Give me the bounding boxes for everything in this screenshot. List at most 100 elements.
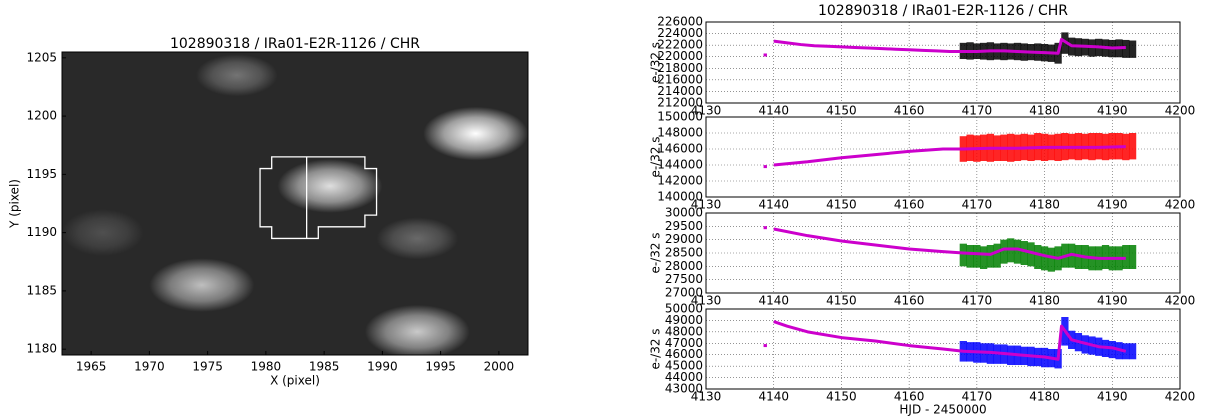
- binned-curve: [773, 227, 1126, 260]
- chart-title: 102890318 / IRa01-E2R-1126 / CHR: [170, 36, 420, 52]
- x-tick-label: 4130: [691, 198, 722, 212]
- x-tick-label: 4180: [1029, 198, 1060, 212]
- x-tick-label: 4160: [894, 294, 925, 308]
- y-tick-label: 28000: [665, 259, 703, 273]
- y-tick-label: 27000: [665, 286, 703, 300]
- x-tick-label: 4130: [691, 294, 722, 308]
- x-tick-label: 1975: [192, 360, 223, 374]
- x-tick-label: 4180: [1029, 294, 1060, 308]
- x-tick-label: 4150: [826, 294, 857, 308]
- star-source: [423, 106, 528, 161]
- y-tick-label: 30000: [665, 206, 703, 220]
- y-tick-label: 29000: [665, 232, 703, 246]
- x-tick-label: 4170: [962, 294, 993, 308]
- y-tick-label: 224000: [657, 26, 703, 40]
- x-tick-label: 4150: [826, 390, 857, 404]
- x-tick-label: 4140: [758, 198, 789, 212]
- axes-frame: [705, 116, 1181, 198]
- binned-curve: [773, 37, 1126, 55]
- aperture-mask: [259, 156, 378, 240]
- axes-frame: [705, 212, 1181, 294]
- x-tick-label: 4190: [1097, 104, 1128, 118]
- x-tick-label: 4140: [758, 104, 789, 118]
- y-tick-label: 214000: [657, 84, 703, 98]
- axes-background: [706, 22, 1180, 103]
- x-axis-label: X (pixel): [270, 374, 320, 388]
- x-tick-label: 4180: [1029, 104, 1060, 118]
- x-tick-label: 4200: [1165, 294, 1196, 308]
- binned-curve: [773, 145, 1126, 167]
- x-tick-label: 4150: [826, 104, 857, 118]
- y-tick-label: 1200: [26, 109, 57, 123]
- axes-frame: [705, 308, 1181, 390]
- y-tick-label: 1205: [26, 50, 57, 64]
- x-tick-label: 4130: [691, 104, 722, 118]
- x-tick-label: 4160: [894, 198, 925, 212]
- x-tick-label: 4160: [894, 104, 925, 118]
- x-tick-label: 4200: [1165, 198, 1196, 212]
- y-tick-label: 28500: [665, 246, 703, 260]
- y-tick-label: 222000: [657, 38, 703, 52]
- x-tick-label: 4130: [691, 390, 722, 404]
- y-tick-label: 1195: [26, 167, 57, 181]
- x-tick-label: 4190: [1097, 198, 1128, 212]
- chart-title: 102890318 / IRa01-E2R-1126 / CHR: [818, 3, 1068, 19]
- star-source: [62, 209, 144, 256]
- y-tick-label: 150000: [657, 110, 703, 124]
- y-tick-label: 216000: [657, 72, 703, 86]
- y-axis-label: e-/32 s: [649, 328, 663, 369]
- y-tick-label: 220000: [657, 49, 703, 63]
- x-tick-label: 4150: [826, 198, 857, 212]
- y-tick-label: 140000: [657, 190, 703, 204]
- x-tick-label: 1970: [134, 360, 165, 374]
- y-axis-label: e-/32 s: [649, 136, 663, 177]
- x-tick-label: 1965: [76, 360, 107, 374]
- binned-curve: [773, 320, 1127, 361]
- y-tick-label: 226000: [657, 15, 703, 29]
- y-tick-label: 144000: [657, 158, 703, 172]
- y-tick-label: 44000: [665, 370, 703, 384]
- y-tick-label: 45000: [665, 359, 703, 373]
- x-tick-label: 1980: [251, 360, 282, 374]
- y-tick-label: 212000: [657, 96, 703, 110]
- y-tick-label: 29500: [665, 219, 703, 233]
- y-tick-label: 50000: [665, 302, 703, 316]
- x-tick-label: 4200: [1165, 104, 1196, 118]
- star-source: [149, 258, 255, 312]
- y-axis-label: e-/32 s: [649, 42, 663, 83]
- x-tick-label: 4170: [962, 198, 993, 212]
- star-source: [364, 304, 470, 355]
- star-source: [376, 217, 459, 260]
- y-tick-label: 46000: [665, 347, 703, 361]
- y-axis-label: Y (pixel): [8, 179, 22, 229]
- y-tick-label: 148000: [657, 126, 703, 140]
- x-tick-label: 1990: [367, 360, 398, 374]
- star-source: [195, 54, 278, 97]
- x-tick-label: 1995: [425, 360, 456, 374]
- y-tick-label: 1185: [26, 283, 57, 297]
- star-source: [277, 159, 383, 213]
- x-tick-label: 4170: [962, 390, 993, 404]
- y-tick-label: 27500: [665, 272, 703, 286]
- y-tick-label: 47000: [665, 336, 703, 350]
- y-tick-label: 48000: [665, 324, 703, 338]
- x-tick-label: 4140: [758, 390, 789, 404]
- image-sources: [62, 54, 528, 355]
- x-tick-label: 4200: [1165, 390, 1196, 404]
- x-tick-label: 1985: [309, 360, 340, 374]
- x-tick-label: 4160: [894, 390, 925, 404]
- y-tick-label: 218000: [657, 61, 703, 75]
- x-tick-label: 4170: [962, 104, 993, 118]
- y-tick-label: 43000: [665, 382, 703, 396]
- axes-frame: [705, 21, 1181, 104]
- x-axis-label: HJD - 2450000: [899, 403, 986, 417]
- x-tick-label: 4140: [758, 294, 789, 308]
- y-tick-label: 146000: [657, 142, 703, 156]
- x-tick-label: 4190: [1097, 390, 1128, 404]
- y-axis-label: e-/32 s: [649, 232, 663, 273]
- axes-frame: [61, 51, 529, 356]
- y-tick-label: 49000: [665, 313, 703, 327]
- x-tick-label: 4180: [1029, 390, 1060, 404]
- x-tick-label: 2000: [484, 360, 515, 374]
